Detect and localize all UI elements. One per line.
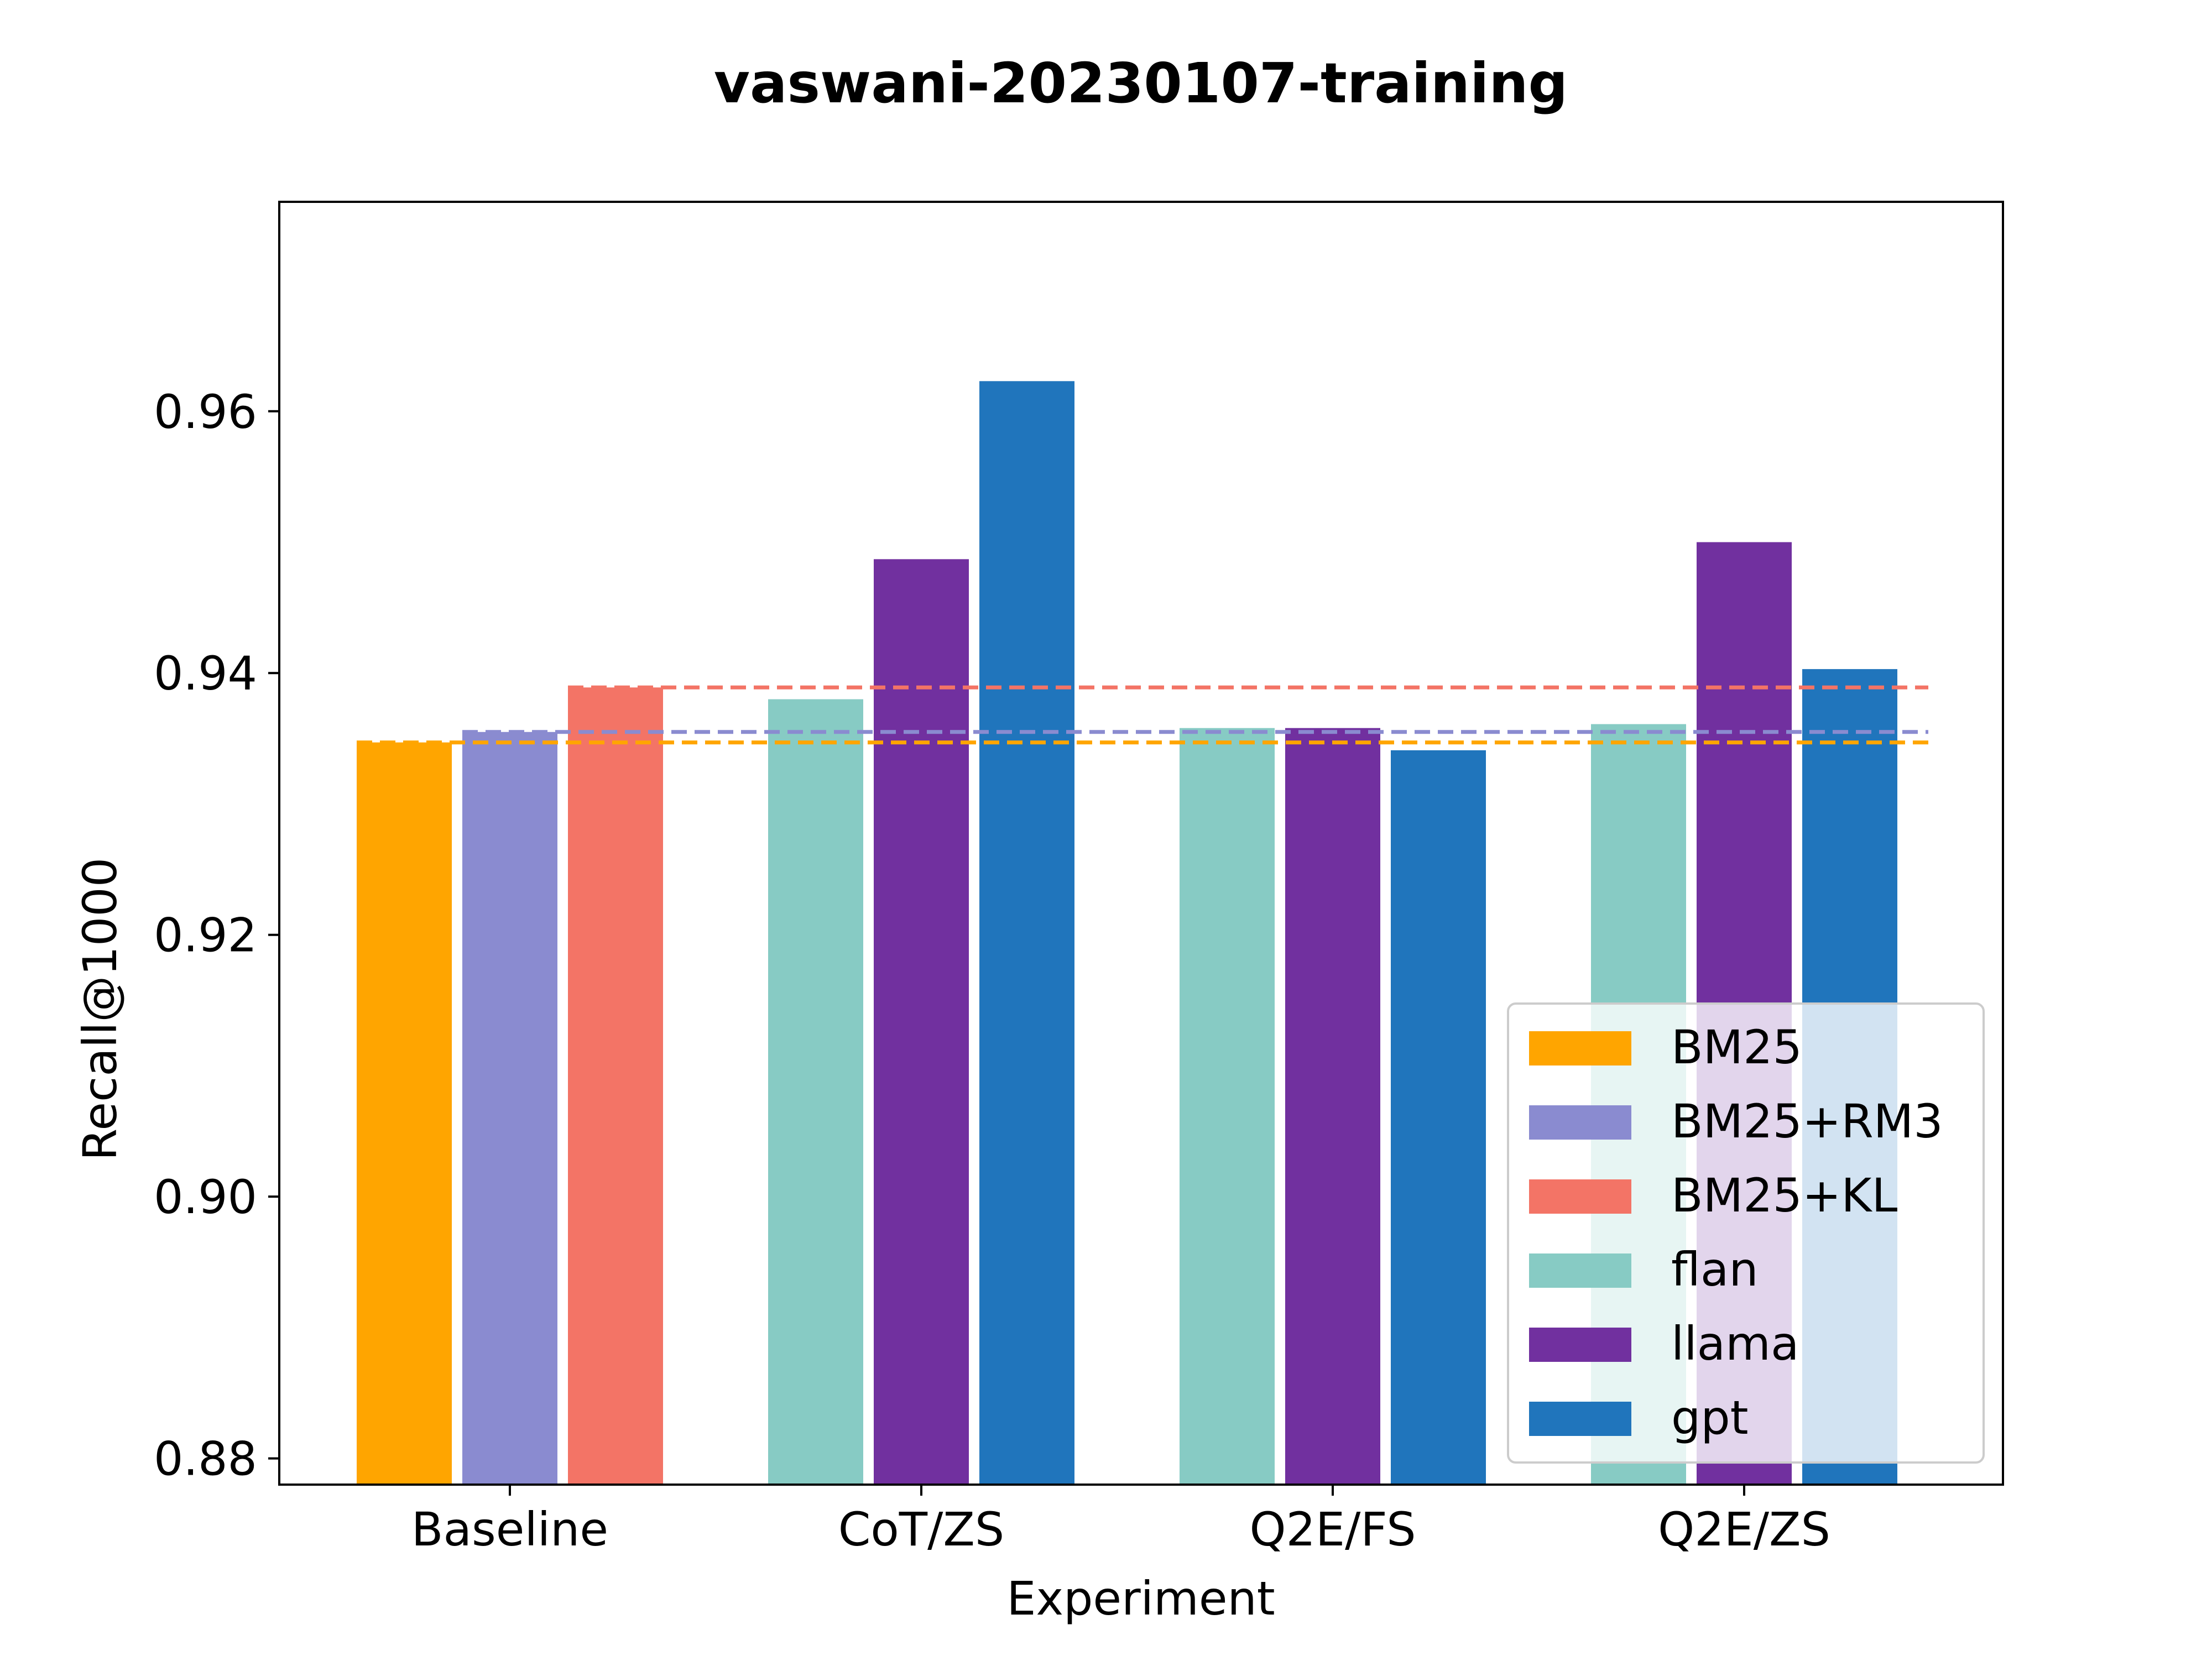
bar-cot-zs-flan (768, 699, 863, 1485)
legend-swatch-bm25 (1529, 1031, 1631, 1065)
legend-label-bm25: BM25 (1671, 1020, 1802, 1074)
y-tick-label: 0.88 (154, 1432, 257, 1486)
x-tick-label-cot-zs: CoT/ZS (838, 1502, 1005, 1556)
x-tick-label-q2e-fs: Q2E/FS (1249, 1502, 1416, 1556)
plot-frame (278, 201, 2004, 1486)
y-tick-label: 0.90 (154, 1170, 257, 1224)
axes-layer: 0.88 0.90 0.92 0.94 0.96 Baseline CoT/ZS Q2E/FS… (154, 201, 2004, 1556)
bar-q2e-fs-llama (1285, 728, 1380, 1485)
legend-label-gpt: gpt (1671, 1391, 1749, 1445)
y-tick-label: 0.94 (154, 646, 257, 701)
x-tick-label-q2e-zs: Q2E/ZS (1658, 1502, 1830, 1556)
legend-label-flan: flan (1671, 1242, 1759, 1297)
legend-swatch-flan (1529, 1253, 1631, 1288)
bar-cot-zs-llama (874, 559, 969, 1485)
legend-swatch-bm25-rm3 (1529, 1105, 1631, 1140)
y-tick-label: 0.92 (154, 908, 257, 963)
legend-label-bm25-kl: BM25+KL (1671, 1168, 1897, 1223)
legend-swatch-bm25-kl (1529, 1179, 1631, 1214)
bar-cot-zs-gpt (979, 381, 1074, 1485)
chart-title: vaswani-20230107-training (714, 51, 1568, 116)
reference-lines-layer (357, 685, 1928, 745)
bar-baseline-bm25-kl (568, 687, 663, 1485)
legend-label-llama: llama (1671, 1317, 1799, 1371)
y-tick-label: 0.96 (154, 385, 257, 439)
y-axis-label: Recall@1000 (73, 858, 127, 1161)
legend-swatch-llama (1529, 1328, 1631, 1362)
bar-baseline-bm25-rm3 (462, 732, 557, 1485)
legend: BM25 BM25+RM3 BM25+KL flan llama gpt (1507, 1002, 1985, 1464)
legend-label-bm25-rm3: BM25+RM3 (1671, 1094, 1943, 1148)
bar-baseline-bm25 (357, 742, 452, 1485)
legend-swatch-gpt (1529, 1402, 1631, 1436)
x-axis-label: Experiment (1006, 1571, 1275, 1626)
x-tick-label-baseline: Baseline (411, 1502, 608, 1556)
bar-q2e-fs-flan (1180, 728, 1275, 1485)
bar-q2e-fs-gpt (1391, 750, 1486, 1485)
